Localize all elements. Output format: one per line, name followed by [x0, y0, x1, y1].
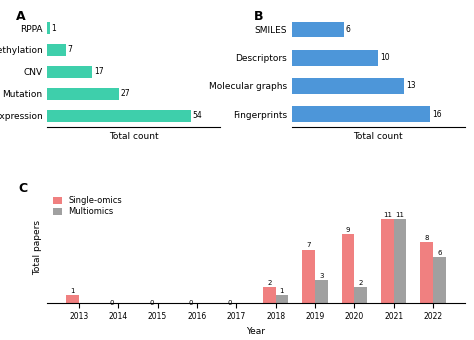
Text: 10: 10 — [380, 53, 390, 62]
Text: B: B — [254, 11, 264, 23]
Bar — [47, 22, 50, 34]
Bar — [263, 287, 275, 303]
Text: 3: 3 — [319, 273, 324, 279]
Text: 54: 54 — [192, 111, 201, 120]
Bar — [420, 242, 433, 303]
X-axis label: Year: Year — [246, 327, 265, 336]
Bar — [342, 234, 354, 303]
Bar — [66, 295, 79, 303]
Bar — [315, 280, 328, 303]
Text: 27: 27 — [120, 89, 130, 98]
Text: 0: 0 — [110, 300, 114, 306]
Text: 7: 7 — [67, 46, 72, 54]
Text: 1: 1 — [280, 288, 284, 294]
Text: A: A — [17, 11, 26, 23]
Text: 2: 2 — [358, 280, 363, 286]
Bar — [354, 287, 367, 303]
X-axis label: Total count: Total count — [354, 132, 403, 141]
X-axis label: Total count: Total count — [109, 132, 158, 141]
Bar — [47, 44, 66, 56]
Bar — [433, 257, 446, 303]
Text: 0: 0 — [149, 300, 154, 306]
Text: 0: 0 — [188, 300, 193, 306]
Text: 0: 0 — [228, 300, 232, 306]
Text: 6: 6 — [437, 250, 441, 256]
Text: 2: 2 — [267, 280, 272, 286]
Bar — [292, 22, 344, 37]
Bar — [275, 295, 288, 303]
Bar — [47, 110, 191, 122]
Bar — [47, 66, 92, 78]
Text: 17: 17 — [94, 67, 103, 76]
Bar — [292, 78, 404, 94]
Text: 11: 11 — [395, 212, 404, 218]
Text: 6: 6 — [346, 25, 350, 34]
Text: 11: 11 — [383, 212, 392, 218]
Bar — [292, 50, 378, 66]
Bar — [393, 219, 406, 303]
Text: 1: 1 — [71, 288, 75, 294]
Text: C: C — [18, 182, 27, 195]
Text: 13: 13 — [406, 82, 416, 90]
Text: 1: 1 — [51, 23, 56, 33]
Y-axis label: Total papers: Total papers — [33, 220, 42, 275]
Text: 9: 9 — [346, 227, 350, 233]
Bar — [381, 219, 393, 303]
Text: 7: 7 — [306, 242, 311, 249]
Legend: Single-omics, Multiomics: Single-omics, Multiomics — [52, 195, 124, 218]
Text: 16: 16 — [432, 109, 441, 119]
Bar — [47, 88, 119, 100]
Text: 8: 8 — [424, 235, 429, 241]
Bar — [302, 250, 315, 303]
Bar — [292, 106, 430, 122]
